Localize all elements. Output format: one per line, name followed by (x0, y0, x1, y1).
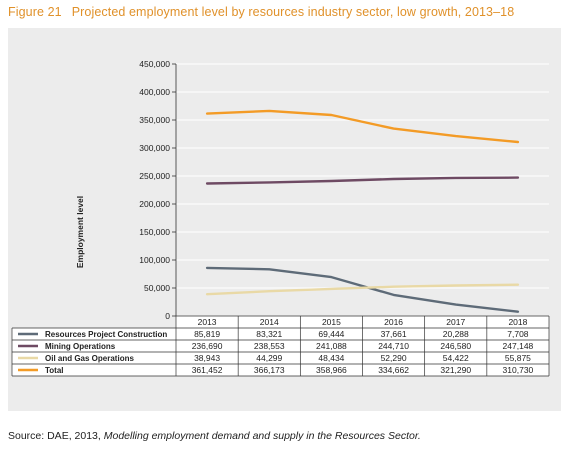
data-label: 238,553 (254, 341, 285, 351)
y-tick-label: 400,000 (139, 87, 170, 97)
y-tick-label: 200,000 (139, 199, 170, 209)
data-label: 52,290 (381, 353, 407, 363)
data-label: 69,444 (318, 329, 344, 339)
legend-label: Mining Operations (45, 342, 116, 351)
source-note: Source: DAE, 2013, Modelling employment … (8, 430, 421, 442)
series-line (205, 176, 520, 185)
data-label: 358,966 (316, 365, 347, 375)
data-label: 247,148 (503, 341, 534, 351)
data-label: 244,710 (378, 341, 409, 351)
data-label: 321,290 (440, 365, 471, 375)
data-label: 7,708 (507, 329, 529, 339)
data-label: 48,434 (318, 353, 344, 363)
data-label: 246,580 (440, 341, 471, 351)
x-category-label: 2017 (446, 317, 465, 327)
y-tick-label: 300,000 (139, 143, 170, 153)
y-tick-label: 100,000 (139, 255, 170, 265)
data-label: 55,875 (505, 353, 531, 363)
data-label: 236,690 (192, 341, 223, 351)
y-tick-label: 450,000 (139, 59, 170, 69)
data-label: 241,088 (316, 341, 347, 351)
x-category-label: 2018 (508, 317, 527, 327)
data-label: 54,422 (443, 353, 469, 363)
series-lines (205, 109, 520, 313)
x-category-label: 2013 (198, 317, 217, 327)
y-tick-label: 250,000 (139, 171, 170, 181)
data-label: 310,730 (503, 365, 534, 375)
data-label: 361,452 (192, 365, 223, 375)
y-tick-label: 350,000 (139, 115, 170, 125)
legend-label: Resources Project Construction (45, 330, 167, 339)
data-label: 366,173 (254, 365, 285, 375)
data-label: 334,662 (378, 365, 409, 375)
figure-number: Figure 21 (8, 5, 62, 19)
gridlines (176, 63, 549, 317)
table-row-bg (12, 328, 549, 340)
series-line (205, 109, 520, 144)
y-axis-ticks: 0 50,000 100,000 150,000 200,000 250,000 300,0… (139, 59, 177, 321)
series-line (205, 266, 520, 313)
x-category-label: 2016 (384, 317, 403, 327)
legend-label: Total (45, 366, 64, 375)
data-label: 38,943 (194, 353, 220, 363)
legend-label: Oil and Gas Operations (45, 354, 134, 363)
table-row-bg (12, 364, 549, 376)
series-line (205, 283, 520, 296)
x-category-label: 2014 (260, 317, 279, 327)
source-publication: Modelling employment demand and supply i… (103, 430, 421, 442)
y-tick-label: 0 (165, 311, 170, 321)
table-row-bg (12, 340, 549, 352)
figure-title-text: Projected employment level by resources … (71, 5, 515, 19)
y-axis-label: Employment level (75, 195, 85, 269)
figure-title: Figure 21 Projected employment level by r… (8, 5, 514, 19)
data-label: 37,661 (381, 329, 407, 339)
x-category-label: 2015 (322, 317, 341, 327)
table-row-bg (12, 352, 549, 364)
data-label: 85,819 (194, 329, 220, 339)
source-prefix: Source: DAE, 2013, (8, 430, 104, 442)
y-tick-label: 150,000 (139, 227, 170, 237)
data-label: 83,321 (256, 329, 282, 339)
data-label: 20,288 (443, 329, 469, 339)
data-table: 2013 2014 2015 2016 2017 2018 Resources Projec… (11, 315, 550, 377)
y-tick-label: 50,000 (144, 283, 170, 293)
data-label: 44,299 (256, 353, 282, 363)
